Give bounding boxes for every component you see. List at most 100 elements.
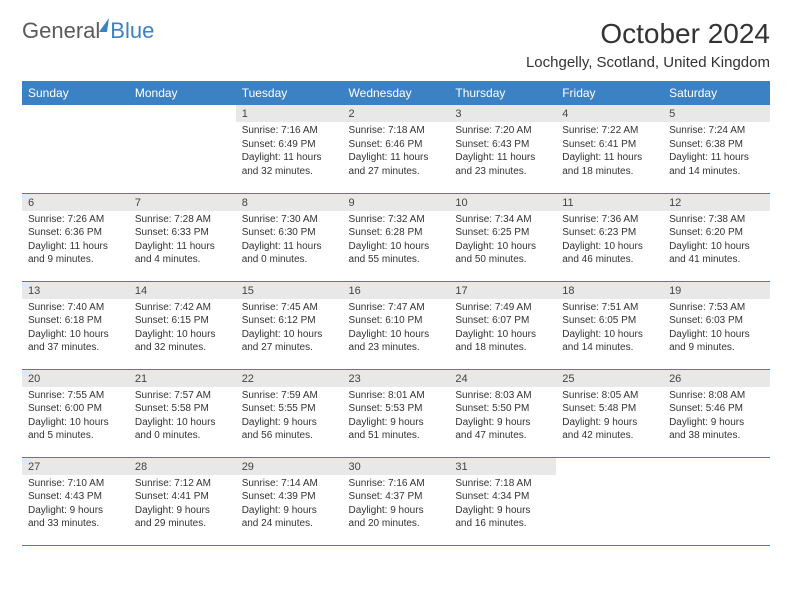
day-number: 4: [556, 105, 663, 122]
sunrise-text: Sunrise: 7:10 AM: [28, 477, 123, 491]
daylight-text-1: Daylight: 10 hours: [562, 328, 657, 342]
daylight-text-1: Daylight: 10 hours: [28, 416, 123, 430]
calendar-day-cell: 17Sunrise: 7:49 AMSunset: 6:07 PMDayligh…: [449, 281, 556, 369]
calendar-day-cell: 20Sunrise: 7:55 AMSunset: 6:00 PMDayligh…: [22, 369, 129, 457]
daylight-text-2: and 14 minutes.: [562, 341, 657, 355]
sunrise-text: Sunrise: 7:47 AM: [349, 301, 444, 315]
sunrise-text: Sunrise: 7:16 AM: [349, 477, 444, 491]
day-details: Sunrise: 7:40 AMSunset: 6:18 PMDaylight:…: [22, 299, 129, 359]
sunset-text: Sunset: 4:37 PM: [349, 490, 444, 504]
day-number: 10: [449, 194, 556, 211]
sunrise-text: Sunrise: 7:14 AM: [242, 477, 337, 491]
day-number: 25: [556, 370, 663, 387]
day-details: Sunrise: 7:51 AMSunset: 6:05 PMDaylight:…: [556, 299, 663, 359]
logo-text-general: General: [22, 18, 100, 44]
sunrise-text: Sunrise: 7:24 AM: [669, 124, 764, 138]
daylight-text-2: and 33 minutes.: [28, 517, 123, 531]
day-number: 22: [236, 370, 343, 387]
day-details: Sunrise: 7:36 AMSunset: 6:23 PMDaylight:…: [556, 211, 663, 271]
daylight-text-1: Daylight: 9 hours: [242, 416, 337, 430]
weekday-header: Saturday: [663, 81, 770, 105]
daylight-text-1: Daylight: 11 hours: [669, 151, 764, 165]
daylight-text-1: Daylight: 11 hours: [242, 240, 337, 254]
daylight-text-2: and 20 minutes.: [349, 517, 444, 531]
calendar-week-row: 6Sunrise: 7:26 AMSunset: 6:36 PMDaylight…: [22, 193, 770, 281]
sunrise-text: Sunrise: 7:28 AM: [135, 213, 230, 227]
day-details: Sunrise: 7:45 AMSunset: 6:12 PMDaylight:…: [236, 299, 343, 359]
day-number: 8: [236, 194, 343, 211]
daylight-text-1: Daylight: 9 hours: [242, 504, 337, 518]
calendar-day-cell: 11Sunrise: 7:36 AMSunset: 6:23 PMDayligh…: [556, 193, 663, 281]
day-details: Sunrise: 7:49 AMSunset: 6:07 PMDaylight:…: [449, 299, 556, 359]
calendar-day-cell: 1Sunrise: 7:16 AMSunset: 6:49 PMDaylight…: [236, 105, 343, 193]
calendar-day-cell: 22 Sunrise: 7:59 AMSunset: 5:55 PMDayligh…: [236, 369, 343, 457]
sunset-text: Sunset: 5:46 PM: [669, 402, 764, 416]
daylight-text-2: and 37 minutes.: [28, 341, 123, 355]
day-details: Sunrise: 7:22 AMSunset: 6:41 PMDaylight:…: [556, 122, 663, 182]
logo-triangle-icon: [99, 18, 109, 32]
day-details: Sunrise: 8:05 AMSunset: 5:48 PMDaylight:…: [556, 387, 663, 447]
daylight-text-2: and 55 minutes.: [349, 253, 444, 267]
calendar-day-cell: [556, 457, 663, 545]
daylight-text-1: Daylight: 9 hours: [28, 504, 123, 518]
daylight-text-2: and 24 minutes.: [242, 517, 337, 531]
calendar-day-cell: 26Sunrise: 8:08 AMSunset: 5:46 PMDayligh…: [663, 369, 770, 457]
day-number: 3: [449, 105, 556, 122]
calendar-day-cell: 12Sunrise: 7:38 AMSunset: 6:20 PMDayligh…: [663, 193, 770, 281]
calendar-day-cell: 21Sunrise: 7:57 AMSunset: 5:58 PMDayligh…: [129, 369, 236, 457]
day-number: 1: [236, 105, 343, 122]
sunset-text: Sunset: 6:20 PM: [669, 226, 764, 240]
logo: General Blue: [22, 18, 154, 44]
sunset-text: Sunset: 6:49 PM: [242, 138, 337, 152]
sunrise-text: Sunrise: 7:26 AM: [28, 213, 123, 227]
daylight-text-2: and 46 minutes.: [562, 253, 657, 267]
sunset-text: Sunset: 4:41 PM: [135, 490, 230, 504]
calendar-day-cell: 13Sunrise: 7:40 AMSunset: 6:18 PMDayligh…: [22, 281, 129, 369]
daylight-text-1: Daylight: 11 hours: [135, 240, 230, 254]
day-details: Sunrise: 8:01 AMSunset: 5:53 PMDaylight:…: [343, 387, 450, 447]
sunset-text: Sunset: 5:55 PM: [242, 402, 337, 416]
sunset-text: Sunset: 6:15 PM: [135, 314, 230, 328]
calendar-week-row: 20Sunrise: 7:55 AMSunset: 6:00 PMDayligh…: [22, 369, 770, 457]
day-details: [663, 475, 770, 481]
day-details: Sunrise: 7:57 AMSunset: 5:58 PMDaylight:…: [129, 387, 236, 447]
day-details: Sunrise: 7:16 AMSunset: 6:49 PMDaylight:…: [236, 122, 343, 182]
day-number: 27: [22, 458, 129, 475]
daylight-text-1: Daylight: 9 hours: [669, 416, 764, 430]
calendar-day-cell: 30Sunrise: 7:16 AMSunset: 4:37 PMDayligh…: [343, 457, 450, 545]
calendar-day-cell: [22, 105, 129, 193]
day-number: 19: [663, 282, 770, 299]
calendar-day-cell: 8Sunrise: 7:30 AMSunset: 6:30 PMDaylight…: [236, 193, 343, 281]
day-number: 23: [343, 370, 450, 387]
sunrise-text: Sunrise: 7:59 AM: [242, 389, 337, 403]
calendar-day-cell: 16Sunrise: 7:47 AMSunset: 6:10 PMDayligh…: [343, 281, 450, 369]
day-details: [22, 122, 129, 128]
sunrise-text: Sunrise: 7:53 AM: [669, 301, 764, 315]
sunrise-text: Sunrise: 7:12 AM: [135, 477, 230, 491]
day-number: 6: [22, 194, 129, 211]
sunrise-text: Sunrise: 7:34 AM: [455, 213, 550, 227]
daylight-text-1: Daylight: 9 hours: [455, 416, 550, 430]
daylight-text-2: and 29 minutes.: [135, 517, 230, 531]
daylight-text-1: Daylight: 9 hours: [135, 504, 230, 518]
day-details: Sunrise: 7:28 AMSunset: 6:33 PMDaylight:…: [129, 211, 236, 271]
daylight-text-1: Daylight: 10 hours: [349, 240, 444, 254]
day-details: Sunrise: 7:53 AMSunset: 6:03 PMDaylight:…: [663, 299, 770, 359]
calendar-day-cell: 7Sunrise: 7:28 AMSunset: 6:33 PMDaylight…: [129, 193, 236, 281]
day-number: 7: [129, 194, 236, 211]
sunset-text: Sunset: 5:48 PM: [562, 402, 657, 416]
sunset-text: Sunset: 6:12 PM: [242, 314, 337, 328]
calendar-day-cell: 14Sunrise: 7:42 AMSunset: 6:15 PMDayligh…: [129, 281, 236, 369]
sunrise-text: Sunrise: 7:51 AM: [562, 301, 657, 315]
daylight-text-1: Daylight: 11 hours: [562, 151, 657, 165]
daylight-text-1: Daylight: 9 hours: [455, 504, 550, 518]
sunset-text: Sunset: 4:39 PM: [242, 490, 337, 504]
day-number: 12: [663, 194, 770, 211]
day-number: 24: [449, 370, 556, 387]
calendar-day-cell: 19Sunrise: 7:53 AMSunset: 6:03 PMDayligh…: [663, 281, 770, 369]
daylight-text-2: and 9 minutes.: [28, 253, 123, 267]
sunset-text: Sunset: 5:58 PM: [135, 402, 230, 416]
sunrise-text: Sunrise: 7:32 AM: [349, 213, 444, 227]
sunset-text: Sunset: 6:18 PM: [28, 314, 123, 328]
daylight-text-1: Daylight: 10 hours: [669, 328, 764, 342]
